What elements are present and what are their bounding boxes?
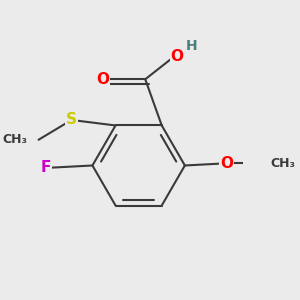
- Text: H: H: [186, 39, 197, 53]
- Text: CH₃: CH₃: [271, 157, 296, 170]
- Text: S: S: [66, 112, 77, 128]
- Text: O: O: [96, 72, 109, 87]
- Text: F: F: [41, 160, 51, 175]
- Text: CH₃: CH₃: [2, 133, 28, 146]
- Text: O: O: [220, 156, 233, 171]
- Text: O: O: [171, 49, 184, 64]
